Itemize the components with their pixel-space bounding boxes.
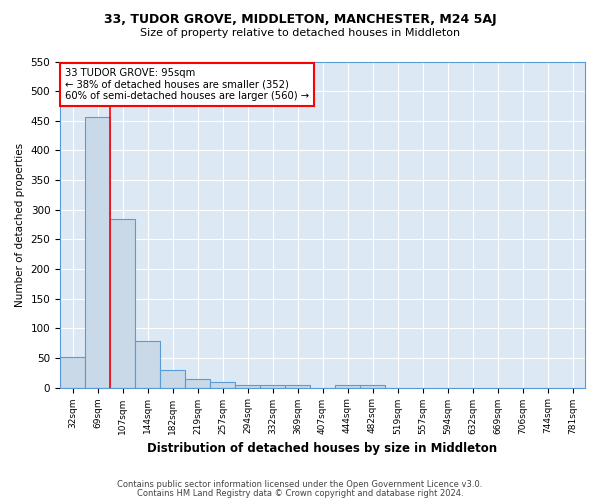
Bar [210, 382, 235, 388]
Bar [110, 218, 135, 388]
Y-axis label: Number of detached properties: Number of detached properties [15, 142, 25, 306]
Bar [185, 378, 210, 388]
Bar [160, 370, 185, 388]
Bar [60, 356, 85, 388]
Text: Size of property relative to detached houses in Middleton: Size of property relative to detached ho… [140, 28, 460, 38]
Bar [260, 384, 285, 388]
X-axis label: Distribution of detached houses by size in Middleton: Distribution of detached houses by size … [148, 442, 497, 455]
Text: 33, TUDOR GROVE, MIDDLETON, MANCHESTER, M24 5AJ: 33, TUDOR GROVE, MIDDLETON, MANCHESTER, … [104, 12, 496, 26]
Bar [135, 342, 160, 388]
Bar [235, 384, 260, 388]
Bar [360, 384, 385, 388]
Bar [285, 384, 310, 388]
Text: Contains HM Land Registry data © Crown copyright and database right 2024.: Contains HM Land Registry data © Crown c… [137, 488, 463, 498]
Bar [85, 117, 110, 388]
Text: Contains public sector information licensed under the Open Government Licence v3: Contains public sector information licen… [118, 480, 482, 489]
Text: 33 TUDOR GROVE: 95sqm
← 38% of detached houses are smaller (352)
60% of semi-det: 33 TUDOR GROVE: 95sqm ← 38% of detached … [65, 68, 310, 101]
Bar [335, 384, 360, 388]
